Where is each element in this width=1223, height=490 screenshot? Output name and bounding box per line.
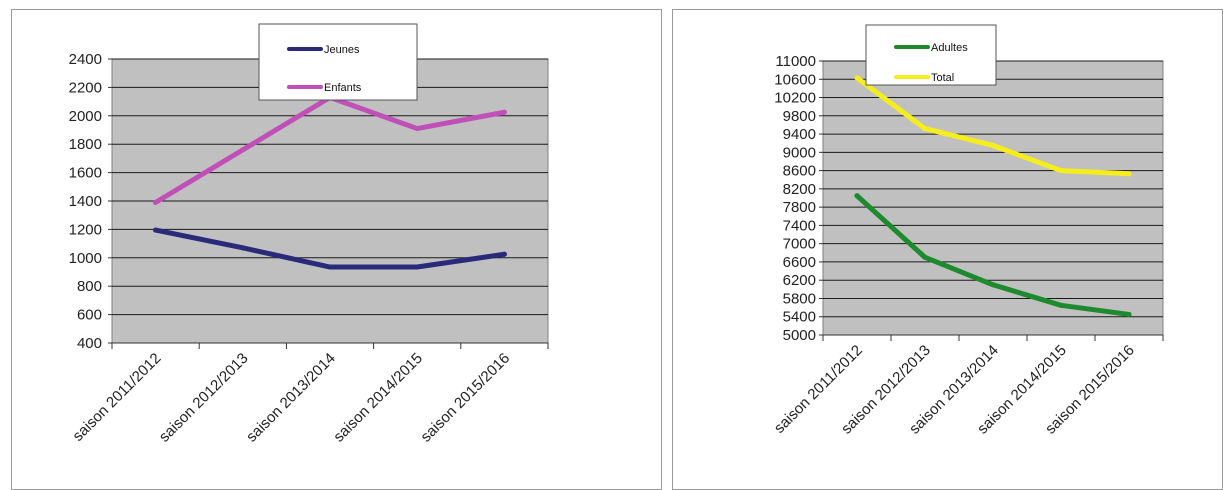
chart-right-data-point-adultes [1126, 311, 1132, 317]
chart-left-data-point-jeunes [414, 264, 420, 270]
chart-right-ytick-label: 8600 [783, 163, 816, 180]
chart-right-ytick-label: 9800 [783, 108, 816, 125]
chart-left-legend-label: Jeunes [324, 44, 360, 56]
chart-left-data-point-enfants [240, 147, 246, 153]
chart-right-ytick-label: 7800 [783, 199, 816, 216]
chart-left-ytick-label: 2200 [69, 79, 102, 96]
chart-panel-left: 400 600 800 1000 1200 1400 1600 1800 2000 2200 240… [11, 9, 662, 490]
chart-right-data-point-adultes [854, 193, 860, 199]
chart-right-ytick-label: 5400 [783, 309, 816, 326]
chart-right-legend-box [865, 24, 997, 86]
chart-left-data-point-jeunes [327, 264, 333, 270]
chart-left-ytick-label: 1000 [69, 250, 102, 267]
chart-right-data-point-total [990, 142, 996, 148]
chart-left-data-point-enfants [414, 126, 420, 132]
chart-right-ytick-label: 6600 [783, 254, 816, 271]
chart-right-ytick-label: 8200 [783, 181, 816, 198]
chart-left-category-label: saison 2013/2014 [243, 350, 339, 446]
chart-right-data-point-total [922, 126, 928, 132]
chart-left-ytick-label: 1400 [69, 193, 102, 210]
chart-right-plot-area [822, 60, 1164, 336]
chart-right-ytick-label: 11000 [775, 53, 816, 70]
chart-left-data-point-jeunes [153, 227, 159, 233]
chart-right-ytick-label: 5800 [783, 290, 816, 307]
chart-left-ytick-label: 1200 [69, 221, 102, 238]
chart-right-ytick-label: 10200 [774, 90, 816, 107]
chart-panel-right: 5000 5400 5800 6200 6600 7000 7400 7800 8200 8600… [672, 9, 1223, 490]
chart-right-data-point-total [1126, 171, 1132, 177]
chart-left-category-label: saison 2014/2015 [330, 350, 426, 446]
chart-right-legend-label: Total [931, 72, 954, 84]
chart-left-ytick-label: 400 [77, 335, 102, 352]
chart-right-ytick-label: 9400 [783, 126, 816, 143]
chart-left-svg: 400 600 800 1000 1200 1400 1600 1800 2000 2200 240… [69, 23, 549, 446]
chart-right-ytick-label: 7000 [783, 236, 816, 253]
chart-left-legend-box [258, 23, 418, 101]
chart-left-data-point-jeunes [240, 245, 246, 251]
chart-right-ytick-label: 7400 [783, 217, 816, 234]
chart-left-ytick-label: 1800 [69, 136, 102, 153]
chart-left-ytick-label: 2000 [69, 108, 102, 125]
chart-right-data-point-adultes [990, 282, 996, 288]
chart-right-ytick-label: 5000 [783, 327, 816, 344]
chart-right-legend-label: Adultes [931, 42, 968, 54]
chart-right-data-point-adultes [1058, 302, 1064, 308]
chart-right-ytick-label: 10600 [774, 71, 816, 88]
chart-right-data-point-total [1058, 168, 1064, 174]
chart-left-ytick-label: 800 [77, 278, 102, 295]
chart-left-data-point-jeunes [501, 251, 507, 257]
chart-right-ytick-label: 9000 [783, 144, 816, 161]
chart-right-data-point-total [854, 75, 860, 81]
chart-left-data-point-enfants [153, 199, 159, 205]
chart-left-legend-label: Enfants [324, 82, 362, 94]
chart-left-category-label: saison 2011/2012 [69, 350, 164, 445]
chart-left-data-point-enfants [501, 109, 507, 115]
chart-right-data-point-adultes [922, 254, 928, 260]
chart-left-ytick-label: 2400 [69, 51, 102, 68]
chart-left-category-label: saison 2015/2016 [417, 350, 513, 446]
chart-left-category-label: saison 2012/2013 [156, 350, 252, 446]
chart-right-ytick-label: 6200 [783, 272, 816, 289]
chart-left-ytick-label: 600 [77, 307, 102, 324]
chart-left-ytick-label: 1600 [69, 165, 102, 182]
